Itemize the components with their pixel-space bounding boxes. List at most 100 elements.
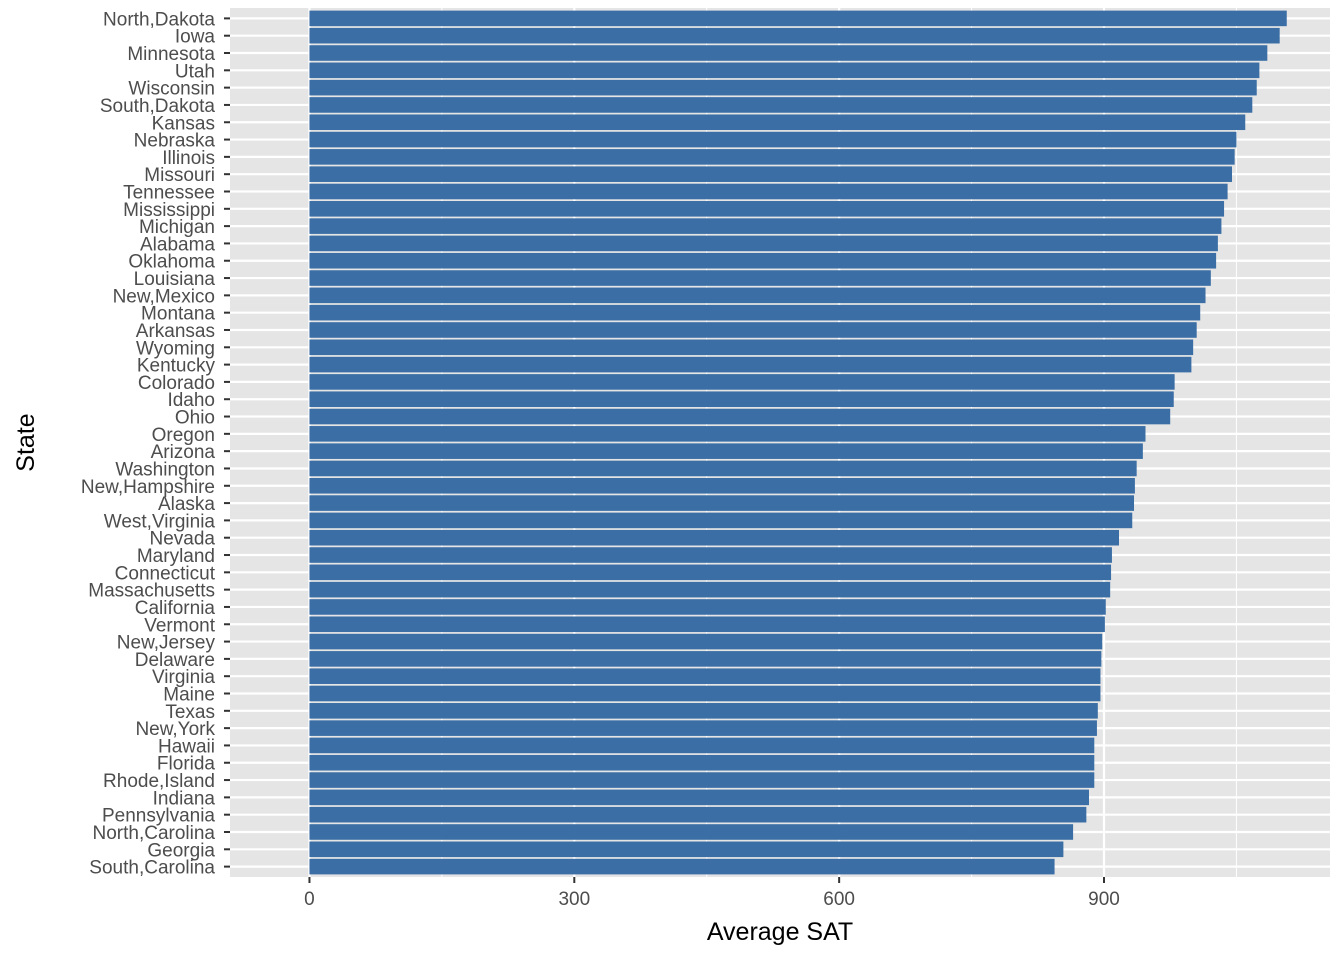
bar — [309, 27, 1280, 44]
y-tick-label: Washington — [115, 459, 215, 480]
y-tick-label: Illinois — [162, 148, 215, 169]
bar — [309, 824, 1074, 840]
y-tick-label: Virginia — [152, 667, 215, 688]
y-tick-label: New,Hampshire — [81, 477, 215, 498]
y-tick-label: Rhode,Island — [103, 771, 215, 792]
x-tick-label: 300 — [558, 889, 590, 910]
bar — [309, 529, 1120, 546]
bar — [309, 443, 1143, 459]
y-tick-label: Hawaii — [158, 736, 215, 757]
y-tick-label: South,Carolina — [89, 858, 215, 879]
bar — [309, 564, 1112, 581]
bar — [309, 408, 1171, 425]
bar — [309, 477, 1135, 494]
x-tick-label: 900 — [1088, 889, 1120, 910]
y-tick-label: Kentucky — [137, 356, 216, 377]
y-tick-label: New,Jersey — [117, 633, 216, 654]
bar — [309, 356, 1192, 373]
y-tick-label: Mississippi — [123, 200, 215, 221]
y-tick-label: South,Dakota — [100, 96, 216, 117]
y-tick-label: Georgia — [147, 840, 215, 861]
bar — [309, 149, 1235, 165]
bar — [309, 287, 1206, 304]
bar — [309, 581, 1111, 598]
bar — [309, 460, 1137, 477]
y-tick-label: Alaska — [158, 494, 215, 515]
y-tick-label: West,Virginia — [104, 511, 216, 532]
bar — [309, 304, 1201, 321]
bar — [309, 114, 1246, 131]
y-tick-label: Ohio — [175, 408, 215, 429]
bar — [309, 841, 1064, 858]
bar — [309, 806, 1087, 823]
bar — [309, 789, 1089, 806]
y-tick-label: Wisconsin — [128, 79, 215, 100]
y-tick-label: Delaware — [135, 650, 215, 671]
y-tick-label: North,Carolina — [93, 823, 216, 844]
bar — [309, 547, 1112, 563]
bar — [309, 651, 1102, 667]
y-tick-label: Kansas — [152, 113, 215, 134]
bar — [309, 97, 1253, 113]
y-axis-title: State — [12, 413, 40, 471]
y-tick-label: Florida — [157, 754, 216, 775]
y-tick-label: Pennsylvania — [102, 806, 215, 827]
bar — [309, 339, 1194, 356]
y-tick-label: Utah — [175, 61, 215, 82]
bar — [309, 322, 1197, 338]
bar — [309, 374, 1175, 390]
y-tick-label: Massachusetts — [88, 581, 215, 602]
y-tick-label: Arizona — [151, 442, 216, 463]
bar — [309, 183, 1228, 200]
bar — [309, 62, 1260, 79]
y-tick-label: Colorado — [138, 373, 215, 394]
y-tick-label: Arkansas — [136, 321, 215, 342]
x-axis-title: Average SAT — [707, 918, 853, 946]
y-tick-label: Nevada — [150, 529, 216, 550]
y-tick-label: Missouri — [144, 165, 215, 186]
y-tick-label: Texas — [165, 702, 215, 723]
bar — [309, 218, 1222, 234]
y-tick-label: Vermont — [144, 615, 215, 636]
bar — [309, 668, 1101, 684]
bar — [309, 720, 1097, 736]
y-tick-label: Michigan — [139, 217, 215, 238]
y-axis: North,DakotaIowaMinnesotaUtahWisconsinSo… — [81, 9, 230, 879]
y-tick-label: Tennessee — [123, 182, 215, 203]
bar — [309, 45, 1268, 61]
y-tick-label: Maryland — [137, 546, 215, 567]
y-tick-label: California — [135, 598, 216, 619]
bar — [309, 235, 1218, 252]
y-tick-label: Idaho — [167, 390, 215, 411]
y-tick-label: Oklahoma — [128, 252, 215, 273]
bar — [309, 754, 1095, 771]
bar — [309, 685, 1101, 702]
bar — [309, 858, 1055, 875]
y-tick-label: Louisiana — [134, 269, 216, 290]
bar — [309, 737, 1095, 754]
y-tick-label: North,Dakota — [103, 9, 215, 30]
bar — [309, 599, 1106, 615]
y-tick-label: New,Mexico — [113, 286, 215, 307]
bar — [309, 703, 1098, 719]
bar — [309, 772, 1095, 788]
y-tick-label: Alabama — [140, 234, 215, 255]
x-axis: 0 300 600 900 — [304, 877, 1120, 910]
bar — [309, 616, 1105, 633]
x-tick-label: 600 — [823, 889, 855, 910]
bar — [309, 166, 1233, 182]
bar — [309, 391, 1174, 408]
y-tick-label: Maine — [163, 685, 215, 706]
y-tick-label: Oregon — [152, 425, 215, 446]
bar — [309, 252, 1217, 269]
bar — [309, 270, 1211, 286]
y-tick-label: Montana — [141, 304, 215, 325]
bar — [309, 495, 1135, 511]
bar — [309, 512, 1133, 529]
y-tick-label: Connecticut — [115, 563, 216, 584]
y-tick-label: Minnesota — [127, 44, 215, 65]
y-tick-label: Iowa — [175, 27, 216, 48]
y-tick-label: Nebraska — [134, 131, 216, 152]
